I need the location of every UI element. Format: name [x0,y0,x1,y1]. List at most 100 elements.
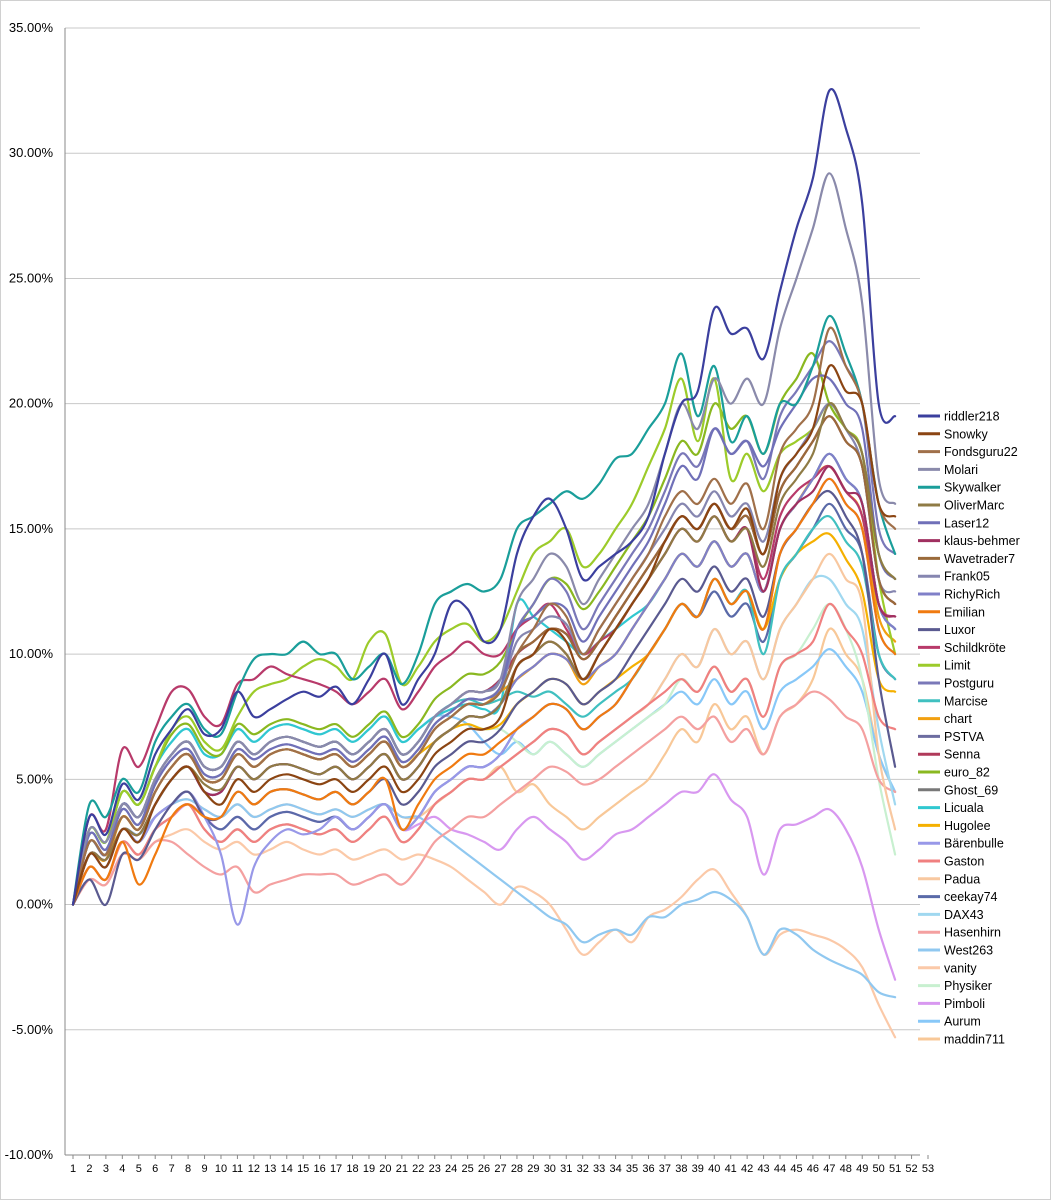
legend-label: chart [944,712,972,726]
x-tick-label: 10 [215,1163,227,1175]
x-tick-label: 44 [774,1163,786,1175]
x-tick-label: 50 [873,1163,885,1175]
y-axis-ticks: -10.00% -5.00% 0.00% 5.00% 10.00% 15.00% 20.00… [5,20,54,1162]
y-tick-label: -10.00% [5,1147,54,1162]
legend-label: Marcise [944,694,988,708]
series-line-olivermarc [71,402,897,906]
x-tick-label: 16 [314,1163,326,1175]
x-tick-label: 30 [544,1163,556,1175]
x-tick-label: 53 [922,1163,934,1175]
x-tick-label: 17 [330,1163,342,1175]
legend-label: Hasenhirn [944,926,1001,940]
legend: riddler218 Snowky Fondsguru22 Molari Skywalk… [918,410,1020,1047]
x-tick-label: 27 [494,1163,506,1175]
legend-label: PSTVA [944,730,985,744]
x-tick-label: 11 [232,1163,243,1175]
series-line-laser12 [71,374,897,906]
legend-label: Frank05 [944,570,990,584]
x-tick-label: 4 [119,1163,125,1175]
x-axis-ticks: 1 2 3 4 5 6 7 8 9 10 11 12 13 14 15 16 17 18 19 20 21 22 23 24 2… [70,1155,934,1175]
x-tick-label: 21 [396,1163,408,1175]
gridlines [64,27,920,1156]
legend-label: Aurum [944,1015,981,1029]
legend-label: euro_82 [944,766,990,780]
x-tick-label: 9 [201,1163,207,1175]
x-tick-label: 37 [659,1163,671,1175]
series-line-riddler218 [71,87,897,906]
legend-label: Gaston [944,855,984,869]
x-tick-label: 19 [363,1163,375,1175]
legend-label: Emilian [944,605,985,619]
x-tick-label: 43 [757,1163,769,1175]
x-tick-label: 40 [708,1163,720,1175]
legend-label: RichyRich [944,588,1000,602]
x-tick-label: 14 [281,1163,293,1175]
legend-label: Luxor [944,623,975,637]
legend-label: Bärenbulle [944,837,1004,851]
x-tick-label: 7 [169,1163,175,1175]
legend-label: riddler218 [944,410,1000,424]
x-tick-label: 48 [840,1163,852,1175]
x-tick-label: 18 [346,1163,358,1175]
y-tick-label: -5.00% [12,1022,54,1037]
series-lines [71,87,897,1039]
legend-label: Physiker [944,979,992,993]
legend-label: maddin711 [944,1033,1005,1047]
x-tick-label: 41 [725,1163,737,1175]
y-tick-label: 20.00% [9,396,54,411]
y-tick-label: 0.00% [16,897,53,912]
x-tick-label: 15 [297,1163,309,1175]
x-tick-label: 2 [86,1163,92,1175]
x-tick-label: 1 [70,1163,76,1175]
y-tick-label: 25.00% [9,270,54,285]
legend-label: Ghost_69 [944,783,998,797]
x-tick-label: 13 [264,1163,276,1175]
legend-label: Wavetrader7 [944,552,1015,566]
y-tick-label: 30.00% [9,145,54,160]
series-line-snowky [71,364,897,906]
x-tick-label: 24 [445,1163,457,1175]
legend-label: Postguru [944,677,994,691]
x-tick-label: 5 [136,1163,142,1175]
x-tick-label: 3 [103,1163,109,1175]
x-tick-label: 20 [379,1163,391,1175]
x-tick-label: 32 [577,1163,589,1175]
legend-label: Snowky [944,427,989,441]
legend-label: Laser12 [944,516,989,530]
x-tick-label: 35 [626,1163,638,1175]
x-tick-label: 26 [478,1163,490,1175]
series-line-west263 [71,798,897,999]
y-tick-label: 15.00% [9,521,54,536]
legend-label: Senna [944,748,980,762]
series-line-limit [71,377,897,906]
legend-label: klaus-behmer [944,534,1020,548]
x-tick-label: 25 [461,1163,473,1175]
legend-label: Molari [944,463,978,477]
x-tick-label: 34 [609,1163,621,1175]
x-tick-label: 29 [527,1163,539,1175]
x-tick-label: 49 [856,1163,868,1175]
legend-label: Padua [944,872,980,886]
legend-label: West263 [944,944,993,958]
series-line-hasenhirn [71,690,897,906]
legend-label: Limit [944,659,971,673]
x-tick-label: 36 [642,1163,654,1175]
series-line-emilian [71,477,897,906]
legend-label: Licuala [944,801,984,815]
legend-label: Hugolee [944,819,991,833]
series-line-gaston [71,602,897,906]
x-tick-label: 46 [807,1163,819,1175]
x-tick-label: 6 [152,1163,158,1175]
y-tick-label: 10.00% [9,646,54,661]
x-tick-label: 22 [412,1163,424,1175]
legend-label: Pimboli [944,997,985,1011]
x-tick-label: 38 [675,1163,687,1175]
series-line-fondsguru22 [71,326,897,906]
legend-label: ceekay74 [944,890,998,904]
legend-label: Skywalker [944,481,1001,495]
legend-label: Fondsguru22 [944,445,1018,459]
x-tick-label: 52 [905,1163,917,1175]
y-tick-label: 5.00% [16,771,53,786]
